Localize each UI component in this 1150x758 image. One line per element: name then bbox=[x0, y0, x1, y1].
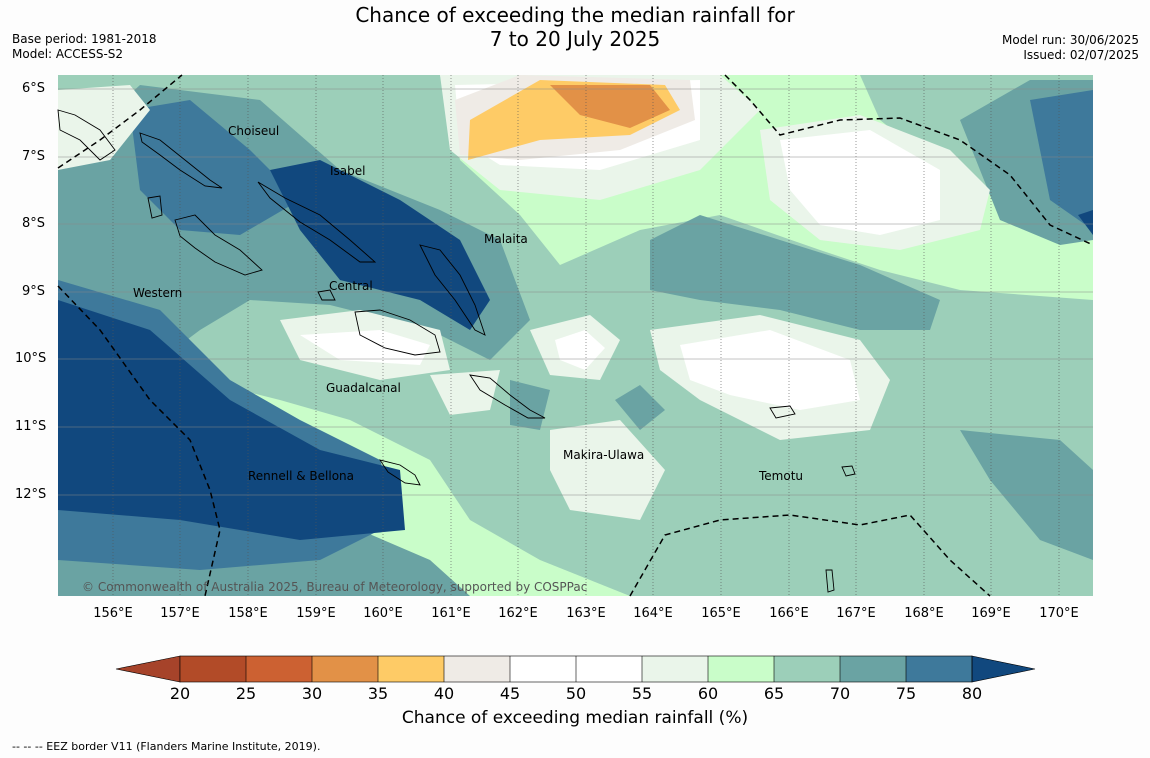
island-makira bbox=[469, 374, 546, 419]
island-vanikoro bbox=[841, 465, 856, 477]
lon-label: 161°E bbox=[431, 606, 471, 621]
model-name: Model: ACCESS-S2 bbox=[12, 47, 124, 61]
place-label: Choiseul bbox=[228, 124, 280, 138]
island-tikopia bbox=[825, 569, 835, 593]
lon-label: 157°E bbox=[160, 606, 200, 621]
place-label: Guadalcanal bbox=[326, 381, 401, 395]
lat-label: 11°S bbox=[15, 419, 47, 434]
place-label: Malaita bbox=[484, 232, 528, 246]
lon-label: 168°E bbox=[904, 606, 944, 621]
eez-border bbox=[57, 74, 1094, 597]
contour-50 bbox=[780, 130, 940, 235]
colorbar-tick: 80 bbox=[961, 684, 983, 703]
colorbar-swatch bbox=[312, 656, 378, 682]
contour-35 bbox=[550, 85, 670, 128]
lat-label: 9°S bbox=[22, 284, 46, 299]
colorbar-swatch bbox=[906, 656, 972, 682]
lon-label: 163°E bbox=[566, 606, 606, 621]
contour-80 bbox=[1030, 90, 1093, 230]
island-central bbox=[317, 289, 336, 301]
map-title-line1: Chance of exceeding the median rainfall … bbox=[355, 3, 795, 27]
colorbar-swatch bbox=[378, 656, 444, 682]
colorbar-swatch bbox=[444, 656, 510, 682]
lat-label: 7°S bbox=[22, 149, 46, 164]
base-period: Base period: 1981-2018 bbox=[12, 32, 157, 46]
contour-50 bbox=[680, 330, 860, 410]
colorbar-swatch bbox=[774, 656, 840, 682]
model-run: Model run: 30/06/2025 bbox=[1001, 33, 1139, 47]
colorbar-tick: 25 bbox=[235, 684, 257, 703]
colorbar-tick: 30 bbox=[301, 684, 323, 703]
lon-label: 159°E bbox=[296, 606, 336, 621]
colorbar-tick: 45 bbox=[499, 684, 521, 703]
contour-75 bbox=[615, 385, 665, 430]
lon-label: 160°E bbox=[363, 606, 403, 621]
colorbar-tick: 40 bbox=[433, 684, 455, 703]
lat-label: 8°S bbox=[22, 216, 46, 231]
place-label: Temotu bbox=[759, 469, 804, 483]
colorbar-high-extend bbox=[971, 655, 1036, 683]
place-label: Western bbox=[133, 286, 183, 300]
lon-label: 158°E bbox=[228, 606, 268, 621]
contour-80 bbox=[1078, 210, 1093, 235]
island-rennell bbox=[378, 459, 421, 486]
island-choiseul bbox=[139, 132, 223, 189]
lon-label: 167°E bbox=[836, 606, 876, 621]
contour-80 bbox=[130, 100, 300, 235]
copyright-notice: © Commonwealth of Australia 2025, Bureau… bbox=[82, 580, 588, 594]
contour-75 bbox=[650, 215, 940, 330]
place-label: Central bbox=[329, 279, 373, 293]
contour-75 bbox=[510, 380, 550, 430]
lon-label: 164°E bbox=[633, 606, 673, 621]
colorbar-tick: 50 bbox=[565, 684, 587, 703]
coastlines bbox=[57, 109, 856, 593]
island-malaita bbox=[419, 244, 486, 336]
colorbar-swatch bbox=[576, 656, 642, 682]
place-label: Isabel bbox=[330, 164, 366, 178]
lat-label: 6°S bbox=[22, 81, 46, 96]
contour-55 bbox=[58, 85, 150, 170]
lon-label: 170°E bbox=[1039, 606, 1079, 621]
island-santa-cruz bbox=[769, 405, 796, 419]
colorbar bbox=[115, 655, 1036, 683]
island-vella bbox=[147, 195, 163, 219]
colorbar-swatch bbox=[642, 656, 708, 682]
colorbar-swatch bbox=[180, 656, 246, 682]
colorbar-tick: 75 bbox=[895, 684, 917, 703]
lon-label: 166°E bbox=[769, 606, 809, 621]
colorbar-swatch bbox=[840, 656, 906, 682]
colorbar-swatch bbox=[246, 656, 312, 682]
colorbar-tick: 20 bbox=[169, 684, 191, 703]
lon-label: 156°E bbox=[93, 606, 133, 621]
colorbar-swatch bbox=[510, 656, 576, 682]
colorbar-low-extend bbox=[115, 655, 181, 683]
issued-date: Issued: 02/07/2025 bbox=[1023, 48, 1139, 62]
lon-label: 169°E bbox=[971, 606, 1011, 621]
contour-80 bbox=[270, 160, 490, 330]
island-western bbox=[174, 214, 263, 276]
colorbar-tick: 55 bbox=[631, 684, 653, 703]
lon-label: 165°E bbox=[701, 606, 741, 621]
contour-55 bbox=[430, 370, 500, 415]
lat-label: 12°S bbox=[15, 487, 47, 502]
colorbar-tick: 70 bbox=[829, 684, 851, 703]
contour-80 bbox=[58, 300, 405, 540]
colorbar-tick: 60 bbox=[697, 684, 719, 703]
lat-label: 10°S bbox=[15, 351, 47, 366]
contour-50 bbox=[300, 330, 430, 365]
island-bougainville bbox=[57, 109, 116, 161]
map-title-line2: 7 to 20 July 2025 bbox=[489, 27, 661, 51]
colorbar-swatch bbox=[708, 656, 774, 682]
contour-50 bbox=[555, 330, 605, 370]
eez-legend-note: -- -- -- EEZ border V11 (Flanders Marine… bbox=[12, 740, 321, 753]
island-guadalcanal bbox=[354, 309, 441, 356]
colorbar-title: Chance of exceeding median rainfall (%) bbox=[401, 708, 749, 728]
place-label: Rennell & Bellona bbox=[248, 469, 355, 483]
lon-label: 162°E bbox=[498, 606, 538, 621]
colorbar-tick: 35 bbox=[367, 684, 389, 703]
island-isabel bbox=[257, 181, 377, 263]
place-label: Makira-Ulawa bbox=[563, 448, 645, 462]
colorbar-tick: 65 bbox=[763, 684, 785, 703]
